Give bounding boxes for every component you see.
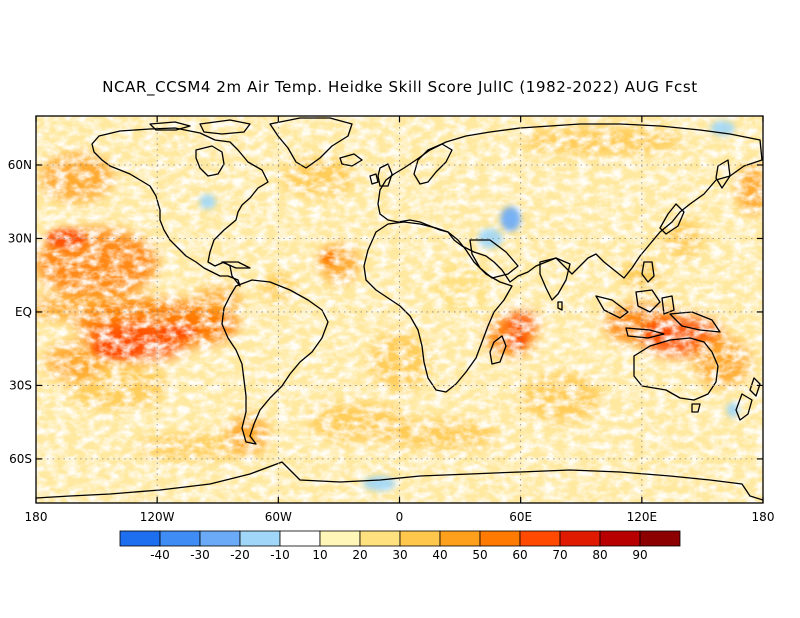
colorbar-swatch	[599, 530, 641, 547]
latitude-axis: 60N 30N EQ 30S 60S	[8, 158, 32, 466]
colorbar-label: 10	[312, 548, 327, 562]
colorbar-swatch	[279, 530, 321, 547]
colorbar-label: 60	[512, 548, 527, 562]
lat-label: 60S	[9, 452, 32, 466]
colorbar-label: 80	[592, 548, 607, 562]
colorbar-label: 20	[352, 548, 367, 562]
negative-skill-patch-4	[199, 194, 216, 210]
colorbar-swatch	[239, 530, 281, 547]
colorbar-swatch	[119, 530, 161, 547]
colorbar-label: -30	[190, 548, 210, 562]
colorbar-swatch	[199, 530, 241, 547]
lat-label: EQ	[15, 305, 32, 319]
colorbar-swatch	[399, 530, 441, 547]
lon-label: 120W	[140, 510, 175, 524]
colorbar-label: -20	[230, 548, 250, 562]
colorbar: -40 -30 -20 -10 10 20 30 40 50 60 70 80 90	[119, 530, 681, 562]
colorbar-swatch	[319, 530, 361, 547]
lon-label: 60E	[509, 510, 532, 524]
colorbar-label: 90	[632, 548, 647, 562]
lon-label: 120E	[627, 510, 658, 524]
negative-skill-patch-0	[500, 206, 521, 232]
lon-label: 180	[25, 510, 48, 524]
skill-field	[36, 116, 763, 503]
negative-skill-patch-3	[363, 476, 396, 491]
map-title: NCAR_CCSM4 2m Air Temp. Heidke Skill Sco…	[102, 78, 698, 96]
colorbar-swatch	[519, 530, 561, 547]
colorbar-label: 40	[432, 548, 447, 562]
negative-skill-patch-5	[726, 402, 739, 418]
colorbar-swatch	[639, 530, 681, 547]
lat-label: 30N	[8, 231, 32, 245]
lon-label: 180	[752, 510, 775, 524]
colorbar-label: -40	[150, 548, 170, 562]
lon-label: 60W	[265, 510, 292, 524]
negative-skill-patch-1	[478, 228, 503, 249]
colorbar-swatch	[439, 530, 481, 547]
coastlines	[36, 117, 763, 501]
colorbar-swatch	[359, 530, 401, 547]
lon-label: 0	[396, 510, 404, 524]
colorbar-label: 30	[392, 548, 407, 562]
colorbar-swatch	[479, 530, 521, 547]
colorbar-swatch	[559, 530, 601, 547]
lat-lon-grid	[36, 116, 763, 503]
colorbar-label: 70	[552, 548, 567, 562]
colorbar-label: 50	[472, 548, 487, 562]
lat-label: 30S	[9, 378, 32, 392]
colorbar-swatch	[159, 530, 201, 547]
colorbar-label: -10	[270, 548, 290, 562]
longitude-axis: 180 120W 60W 0 60E 120E 180	[25, 510, 775, 524]
lat-label: 60N	[8, 158, 32, 172]
